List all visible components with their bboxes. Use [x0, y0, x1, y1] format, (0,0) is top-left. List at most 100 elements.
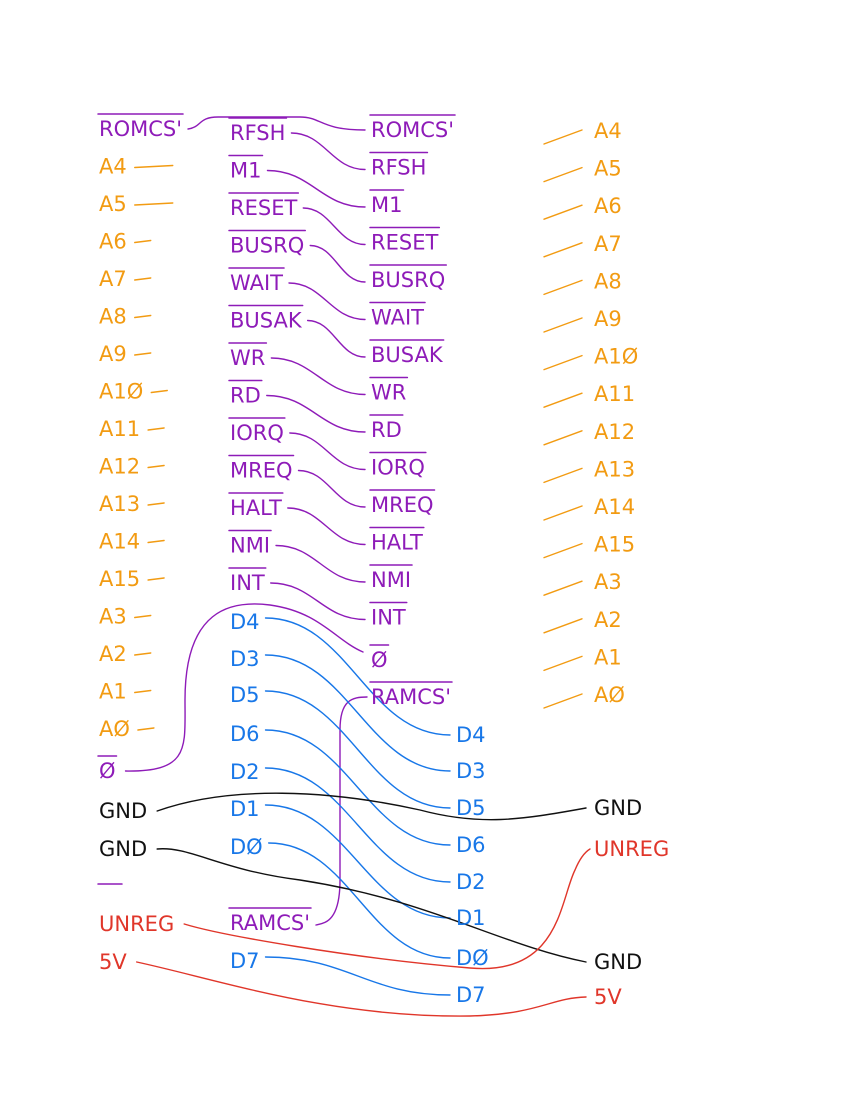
pin-label: A2	[594, 608, 622, 632]
pin-label: A11	[594, 382, 635, 406]
pin-label: A1Ø	[594, 345, 638, 369]
romcs-wire	[187, 116, 366, 131]
data-right-pin-3: D6	[456, 833, 486, 857]
control-wire	[270, 582, 366, 621]
data-wire	[264, 654, 451, 772]
right-pin-7: A11	[594, 382, 635, 406]
address-stub	[543, 317, 583, 333]
address-stub	[137, 727, 155, 731]
pin-label: GND	[594, 950, 642, 974]
mid-right-pin-2: M1	[369, 189, 405, 217]
address-stub	[543, 129, 583, 145]
address-stub	[134, 239, 152, 244]
pin-label: A4	[99, 155, 127, 179]
power-right-pin-3: 5V	[594, 985, 622, 1009]
pin-label: A15	[594, 533, 635, 557]
gnd-wire	[156, 848, 587, 963]
control-wire	[309, 244, 366, 283]
mid-right-pin-7: WR	[369, 376, 409, 405]
power-right-pin-1: UNREG	[594, 837, 669, 861]
pin-label: D6	[456, 833, 486, 857]
address-stub	[543, 693, 583, 709]
data-right-pin-1: D3	[456, 759, 486, 783]
pin-label: A6	[594, 194, 622, 218]
control-wire	[290, 132, 366, 171]
pin-label: D7	[230, 949, 260, 973]
pin-label: A4	[594, 119, 622, 143]
address-stub	[543, 204, 583, 220]
pin-label: D6	[230, 722, 260, 746]
right-pin-10: A14	[594, 495, 635, 519]
address-stub	[150, 389, 168, 394]
data-right-pin-5: D1	[456, 906, 486, 930]
mid-right-pin-10: MREQ	[369, 489, 436, 517]
left-pin-1: A4	[99, 155, 127, 179]
control-wire	[297, 469, 366, 508]
mid-left-pin-16: D6	[230, 722, 260, 746]
address-stub	[134, 277, 152, 281]
left-pin-13: A3	[99, 605, 127, 629]
pin-label: D4	[230, 610, 260, 634]
pin-label: A8	[594, 269, 622, 293]
pin-label: D2	[230, 760, 260, 784]
data-wire	[264, 767, 451, 883]
pin-label: A6	[99, 230, 127, 254]
left-pin-10: A13	[99, 492, 140, 516]
mid-left-pin-15: D5	[230, 683, 260, 707]
right-pin-3: A7	[594, 232, 622, 256]
right-pin-4: A8	[594, 269, 622, 293]
mid-left-pin-22: D7	[230, 949, 260, 973]
pin-label: D2	[456, 870, 486, 894]
pin-label: AØ	[594, 683, 625, 707]
unreg-wire	[183, 848, 591, 970]
pin-label: RFSH	[371, 156, 426, 180]
mid-right-pin-1: RFSH	[369, 151, 429, 180]
address-stub	[147, 577, 165, 581]
address-stub	[147, 427, 165, 431]
right-pin-1: A5	[594, 157, 622, 181]
pin-label: BUSAK	[230, 309, 303, 333]
right-pin-0: A4	[594, 119, 622, 143]
mid-left-pin-1: M1	[228, 154, 264, 183]
pin-label: BUSAK	[371, 343, 444, 367]
wire-layer	[124, 116, 591, 1017]
right-pin-15: AØ	[594, 683, 625, 707]
pin-label: NMI	[230, 534, 270, 558]
pin-label: A5	[594, 157, 622, 181]
mid-left-pin-4: WAIT	[228, 267, 285, 295]
data-wire	[264, 690, 451, 809]
pin-label: WR	[230, 346, 265, 370]
pin-label: A3	[594, 570, 622, 594]
pin-label: M1	[230, 159, 261, 183]
address-stub	[147, 539, 165, 544]
address-stub	[543, 655, 583, 672]
mid-left-pin-18: D1	[230, 797, 260, 821]
left-pin-11: A14	[99, 530, 140, 554]
control-wire	[302, 207, 366, 246]
mid-right-pin-5: WAIT	[369, 301, 426, 330]
pin-label: WAIT	[230, 271, 283, 295]
mid-left-pin-3: BUSRQ	[228, 229, 306, 258]
pin-label: NMI	[371, 568, 411, 592]
mid-right-pin-0: ROMCS'	[369, 114, 456, 142]
left-pin-21: UNREG	[99, 912, 174, 936]
left-pin-0: ROMCS'	[97, 113, 184, 141]
address-stub	[543, 542, 583, 559]
pin-label: DØ	[456, 946, 489, 970]
control-wire	[270, 357, 366, 396]
left-pin-3: A6	[99, 230, 127, 254]
left-pin-16: AØ	[99, 717, 130, 741]
pin-label: A9	[99, 342, 127, 366]
pin-label: WR	[371, 381, 406, 405]
address-stub	[543, 166, 583, 183]
pin-label: A12	[594, 420, 635, 444]
left-pin-12: A15	[99, 567, 140, 591]
pin-label: A1	[594, 645, 622, 669]
address-stub	[543, 430, 583, 446]
mid-left-pin-6: WR	[228, 342, 268, 370]
pin-label: RAMCS'	[371, 685, 451, 709]
mid-left-pin-0: RFSH	[228, 117, 288, 145]
power-right-pin-2: GND	[594, 950, 642, 974]
mid-right-pin-3: RESET	[369, 226, 441, 255]
pin-label: GND	[594, 796, 642, 820]
